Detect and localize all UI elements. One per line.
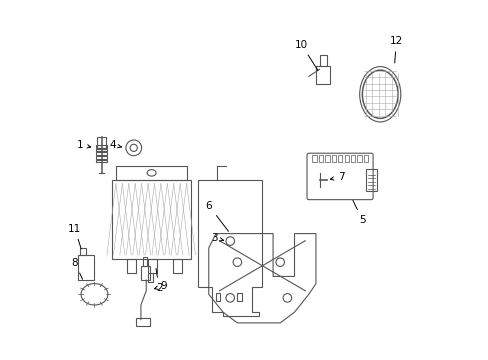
- Text: 7: 7: [330, 172, 344, 182]
- Text: 3: 3: [210, 233, 223, 243]
- Bar: [319, 55, 326, 66]
- Bar: [80, 248, 85, 255]
- Bar: [148, 258, 157, 273]
- Bar: [357, 155, 361, 162]
- Bar: [331, 155, 335, 162]
- Bar: [315, 66, 329, 84]
- Bar: [363, 155, 367, 162]
- Bar: [237, 293, 241, 301]
- Bar: [78, 255, 94, 280]
- Bar: [112, 180, 190, 258]
- Text: 11: 11: [68, 224, 81, 249]
- Bar: [96, 156, 107, 158]
- Bar: [97, 137, 106, 148]
- Bar: [337, 155, 342, 162]
- Bar: [96, 159, 107, 162]
- Bar: [116, 166, 187, 180]
- Bar: [312, 155, 316, 162]
- Bar: [126, 258, 135, 273]
- Text: 10: 10: [294, 40, 317, 71]
- Text: 2: 2: [156, 269, 162, 293]
- Bar: [135, 318, 149, 327]
- Bar: [142, 257, 147, 266]
- Bar: [365, 169, 376, 191]
- Bar: [173, 258, 182, 273]
- Bar: [318, 155, 323, 162]
- Text: 5: 5: [352, 201, 365, 225]
- Bar: [344, 155, 348, 162]
- Bar: [96, 149, 107, 152]
- Bar: [96, 153, 107, 155]
- Bar: [325, 155, 329, 162]
- Bar: [141, 266, 149, 280]
- Text: 9: 9: [154, 281, 167, 291]
- Bar: [216, 293, 220, 301]
- Text: 12: 12: [389, 36, 402, 63]
- Bar: [96, 145, 107, 148]
- Text: 8: 8: [71, 258, 82, 279]
- Bar: [148, 273, 153, 282]
- Text: 1: 1: [77, 140, 90, 150]
- Bar: [350, 155, 354, 162]
- Text: 6: 6: [205, 201, 228, 231]
- Text: 4: 4: [109, 140, 121, 150]
